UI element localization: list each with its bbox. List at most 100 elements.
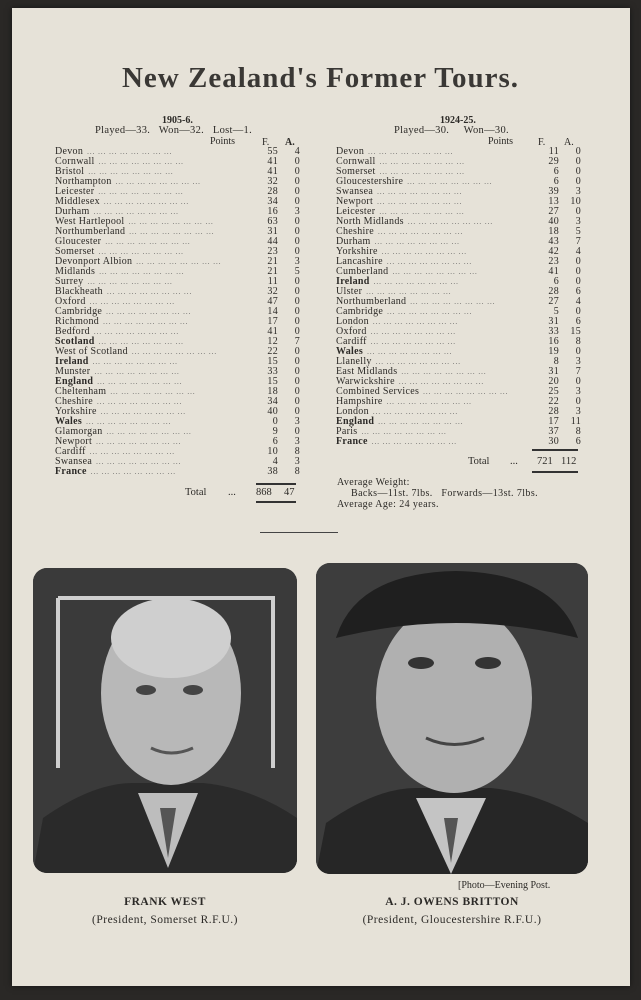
leader-dots: ... ... ... ... ... ... ... ...	[97, 378, 183, 386]
points-against: 0	[294, 356, 300, 367]
team-name: Wales	[336, 346, 364, 357]
total-dots: ...	[510, 456, 518, 467]
team-name: Ireland	[336, 276, 370, 287]
points-against: 3	[294, 456, 300, 467]
table-row: Lancashire... ... ... ... ... ... ... ..…	[336, 257, 581, 267]
leader-dots: ... ... ... ... ... ... ... ...	[370, 328, 456, 336]
average-weight-label: Average Weight:	[337, 477, 410, 488]
points-against: 15	[570, 326, 581, 337]
points-against: 3	[294, 416, 300, 427]
team-name: France	[55, 466, 87, 477]
points-against: 0	[575, 376, 581, 387]
leader-dots: ... ... ... ... ... ... ... ...	[381, 248, 467, 256]
points-for: 22	[548, 396, 559, 407]
leader-dots: ... ... ... ... ... ... ... ...	[89, 298, 175, 306]
table-row: Swansea... ... ... ... ... ... ... ... 4…	[55, 457, 300, 467]
points-for: 38	[267, 466, 278, 477]
points-for: 41	[267, 156, 278, 167]
table-row: West Hartlepool... ... ... ... ... ... .…	[55, 217, 300, 227]
points-against: 0	[575, 306, 581, 317]
leader-dots: ... ... ... ... ... ... ... ...	[379, 158, 465, 166]
team-name: Gloucestershire	[336, 176, 404, 187]
leader-dots: ... ... ... ... ... ... ... ...	[377, 198, 463, 206]
points-for: 28	[267, 186, 278, 197]
owens-britton-name: A. J. OWENS BRITTON	[385, 896, 519, 908]
leader-dots: ... ... ... ... ... ... ... ...	[98, 188, 184, 196]
points-for: 25	[548, 386, 559, 397]
points-against: 0	[294, 326, 300, 337]
points-for: 34	[267, 196, 278, 207]
team-name: Northampton	[55, 176, 112, 187]
team-name: Cheltenham	[55, 386, 107, 397]
total-against: 47	[284, 487, 295, 498]
against-header: A.	[564, 137, 574, 148]
table-row: Glamorgan... ... ... ... ... ... ... ...…	[55, 427, 300, 437]
points-against: 0	[294, 406, 300, 417]
table-row: Scotland... ... ... ... ... ... ... ... …	[55, 337, 300, 347]
leader-dots: ... ... ... ... ... ... ... ...	[372, 408, 459, 416]
points-against: 0	[575, 166, 581, 177]
team-name: Hampshire	[336, 396, 383, 407]
table-row: Leicester... ... ... ... ... ... ... ...…	[336, 207, 581, 217]
points-for: 29	[548, 156, 559, 167]
points-for: 33	[267, 366, 278, 377]
total-for: 721	[537, 456, 553, 467]
table-row: Cambridge... ... ... ... ... ... ... ...…	[336, 307, 581, 317]
leader-dots: ... ... ... ... ... ... ... ...	[386, 398, 472, 406]
points-for: 31	[548, 366, 559, 377]
table-row: Hampshire... ... ... ... ... ... ... ...…	[336, 397, 581, 407]
leader-dots: ... ... ... ... ... ... ... ...	[128, 218, 214, 226]
points-for: 32	[267, 286, 278, 297]
team-name: Wales	[55, 416, 83, 427]
points-for: 11	[548, 146, 559, 157]
points-for: 42	[548, 246, 559, 257]
table-row: Cheshire... ... ... ... ... ... ... ... …	[336, 227, 581, 237]
points-against: 0	[294, 306, 300, 317]
frank-west-name: FRANK WEST	[124, 896, 206, 908]
team-name: West Hartlepool	[55, 216, 125, 227]
team-name: Llanelly	[336, 356, 372, 367]
leader-dots: ... ... ... ... ... ... ... ...	[386, 258, 473, 266]
team-name: Surrey	[55, 276, 84, 287]
points-for: 33	[548, 326, 559, 337]
points-against: 3	[575, 356, 581, 367]
points-against: 11	[570, 416, 581, 427]
photo-credit: [Photo—Evening Post.	[458, 880, 551, 891]
table-row: France... ... ... ... ... ... ... ... 30…	[336, 437, 581, 447]
leader-dots: ... ... ... ... ... ... ... ...	[98, 248, 184, 256]
leader-dots: ... ... ... ... ... ... ... ...	[375, 358, 461, 366]
table-row: Oxford... ... ... ... ... ... ... ... 47…	[55, 297, 300, 307]
points-for: 27	[548, 206, 559, 217]
table-row: Somerset... ... ... ... ... ... ... ... …	[55, 247, 300, 257]
table-row: Cardiff... ... ... ... ... ... ... ... 1…	[336, 337, 581, 347]
leader-dots: ... ... ... ... ... ... ... ...	[99, 268, 185, 276]
team-name: Leicester	[55, 186, 95, 197]
table-row: Yorkshire... ... ... ... ... ... ... ...…	[55, 407, 300, 417]
points-against: 0	[294, 176, 300, 187]
leader-dots: ... ... ... ... ... ... ... ...	[379, 168, 465, 176]
team-name: Somerset	[55, 246, 95, 257]
leader-dots: ... ... ... ... ... ... ... ...	[361, 428, 447, 436]
team-name: Cheshire	[336, 226, 374, 237]
points-for: 41	[267, 166, 278, 177]
leader-dots: ... ... ... ... ... ... ... ...	[93, 208, 179, 216]
points-against: 3	[294, 206, 300, 217]
team-name: London	[336, 316, 369, 327]
points-against: 0	[575, 396, 581, 407]
table-row: Cardiff... ... ... ... ... ... ... ... 1…	[55, 447, 300, 457]
leader-dots: ... ... ... ... ... ... ... ...	[92, 358, 178, 366]
leader-dots: ... ... ... ... ... ... ... ...	[136, 258, 222, 266]
table-row: Newport... ... ... ... ... ... ... ... 6…	[55, 437, 300, 447]
points-for: 6	[553, 276, 559, 287]
team-name: Somerset	[336, 166, 376, 177]
table-row: Wales... ... ... ... ... ... ... ... 19 0	[336, 347, 581, 357]
points-against: 8	[575, 426, 581, 437]
leader-dots: ... ... ... ... ... ... ... ...	[368, 148, 454, 156]
table-row: Middlesex... ... ... ... ... ... ... ...…	[55, 197, 300, 207]
team-name: Cardiff	[336, 336, 367, 347]
leader-dots: ... ... ... ... ... ... ... ...	[407, 178, 493, 186]
points-against: 4	[294, 146, 300, 157]
points-for: 6	[553, 176, 559, 187]
table-row: Newport... ... ... ... ... ... ... ... 1…	[336, 197, 581, 207]
points-against: 0	[294, 286, 300, 297]
